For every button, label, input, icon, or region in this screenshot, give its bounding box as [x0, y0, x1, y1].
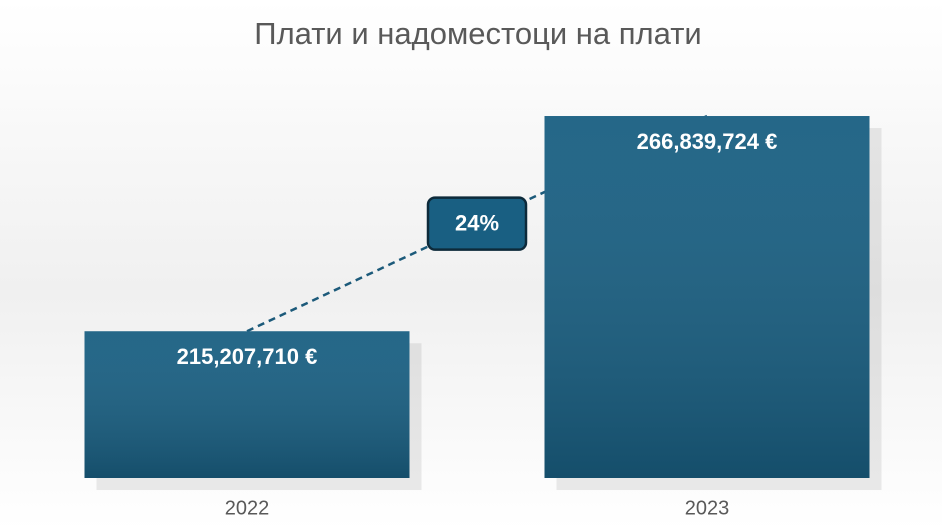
growth-label: 24%	[455, 210, 499, 235]
bar-shade	[84, 331, 410, 478]
bar-shade	[544, 116, 870, 478]
x-tick-label: 2022	[225, 497, 270, 519]
x-tick-label: 2023	[685, 497, 730, 519]
value-label: 215,207,710 €	[177, 344, 318, 369]
value-label: 266,839,724 €	[637, 129, 778, 154]
chart-title: Плати и надоместоци на плати	[254, 16, 701, 51]
growth-badge	[426, 196, 528, 251]
plot-area: 215,207,710 € 2022 266,839,724 € 2023 24%	[84, 114, 882, 519]
